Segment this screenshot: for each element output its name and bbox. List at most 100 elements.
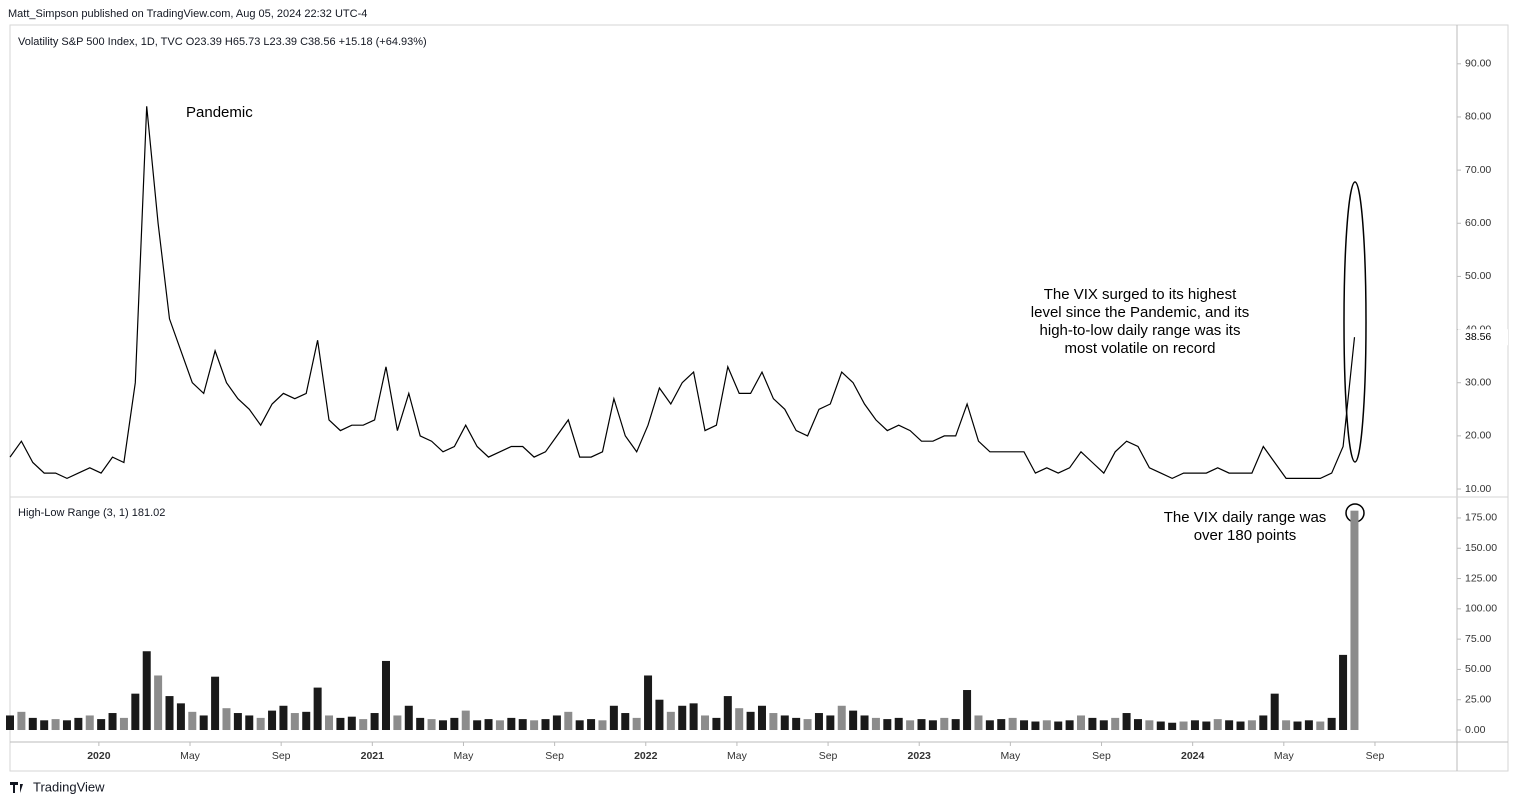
- y-tick-label: 90.00: [1465, 58, 1491, 70]
- bar: [427, 719, 436, 731]
- bar: [165, 696, 174, 731]
- x-tick-label: Sep: [272, 750, 291, 762]
- annotation: The VIX daily range was: [1164, 509, 1327, 526]
- y-tick-label: 100.00: [1465, 603, 1497, 615]
- bar: [97, 719, 106, 731]
- publisher: Matt_Simpson published on TradingView.co…: [8, 8, 367, 20]
- bar: [370, 713, 379, 731]
- bar: [712, 717, 721, 731]
- bar: [1111, 717, 1120, 731]
- bar: [290, 713, 299, 731]
- bar: [233, 713, 242, 731]
- bar: [1247, 720, 1256, 731]
- x-tick-label: Sep: [1366, 750, 1385, 762]
- bar: [632, 717, 641, 731]
- bar: [587, 719, 596, 731]
- footer-brand: TradingView: [33, 779, 105, 794]
- bar: [51, 719, 60, 731]
- x-tick-label: Sep: [545, 750, 564, 762]
- bar: [906, 720, 915, 731]
- bar: [256, 717, 265, 731]
- bar: [336, 717, 345, 731]
- bar: [142, 651, 151, 731]
- bar: [1156, 721, 1165, 731]
- bar: [1259, 715, 1268, 731]
- bar: [894, 717, 903, 731]
- bar: [473, 720, 482, 731]
- bar: [689, 703, 698, 731]
- annotation: level since the Pandemic, and its: [1031, 304, 1249, 321]
- bar: [393, 715, 402, 731]
- bar: [211, 676, 220, 731]
- y-tick-label: 50.00: [1465, 663, 1491, 675]
- bar: [302, 711, 311, 731]
- bar: [176, 703, 185, 731]
- y-tick-label: 0.00: [1465, 724, 1486, 736]
- legend-text: High-Low Range (3, 1) 181.02: [18, 507, 165, 519]
- bar: [438, 720, 447, 731]
- bar: [199, 715, 208, 731]
- last-value-tag: [1458, 329, 1508, 346]
- x-tick-label: Sep: [1092, 750, 1111, 762]
- bar: [598, 720, 607, 731]
- bar: [575, 720, 584, 731]
- bar: [678, 705, 687, 731]
- bar: [119, 717, 128, 731]
- annotation: Pandemic: [186, 104, 253, 121]
- bar: [154, 675, 163, 731]
- bar: [1008, 717, 1017, 731]
- bar: [564, 711, 573, 731]
- bar: [530, 720, 539, 731]
- bar: [837, 705, 846, 731]
- annotation: The VIX surged to its highest: [1044, 286, 1237, 303]
- frame: [9, 24, 1509, 772]
- bar: [655, 699, 664, 731]
- bar: [188, 711, 197, 731]
- bar: [609, 705, 618, 731]
- bar: [644, 675, 653, 731]
- bar: [1339, 654, 1348, 731]
- bar: [803, 719, 812, 731]
- y-tick-label: 175.00: [1465, 512, 1497, 524]
- y-tick-label: 10.00: [1465, 483, 1491, 495]
- x-tick-label: 2023: [908, 750, 932, 762]
- y-tick-label: 50.00: [1465, 270, 1491, 282]
- bar: [1282, 720, 1291, 731]
- bar: [746, 711, 755, 731]
- price-line: [9, 106, 1356, 480]
- legend-text: Volatility S&P 500 Index, 1D, TVC O23.39…: [18, 36, 427, 48]
- x-tick-label: May: [1000, 750, 1021, 762]
- bar: [131, 693, 140, 731]
- y-tick-label: 75.00: [1465, 633, 1491, 645]
- bar: [552, 715, 561, 731]
- bar: [1179, 721, 1188, 731]
- bar: [1122, 713, 1131, 731]
- bar: [1020, 720, 1029, 731]
- bar: [268, 710, 277, 731]
- y-tick-label: 20.00: [1465, 430, 1491, 442]
- bar: [928, 720, 937, 731]
- bar: [757, 705, 766, 731]
- bar: [62, 720, 71, 731]
- bar: [1099, 720, 1108, 731]
- bar: [461, 710, 470, 731]
- bar: [40, 720, 49, 731]
- x-tick-label: May: [180, 750, 201, 762]
- bar: [871, 717, 880, 731]
- bar: [1293, 721, 1302, 731]
- bar: [1350, 510, 1359, 731]
- bar: [17, 711, 26, 731]
- bar: [359, 719, 368, 731]
- x-tick-label: 2020: [87, 750, 111, 762]
- y-tick-label: 25.00: [1465, 693, 1491, 705]
- bar: [1133, 719, 1142, 731]
- bar: [1077, 715, 1086, 731]
- bar: [951, 719, 960, 731]
- bar: [997, 719, 1006, 731]
- bar: [621, 713, 630, 731]
- highlight-ellipse: [1343, 181, 1367, 463]
- bar: [108, 713, 117, 731]
- bar: [1065, 720, 1074, 731]
- bar: [1088, 717, 1097, 731]
